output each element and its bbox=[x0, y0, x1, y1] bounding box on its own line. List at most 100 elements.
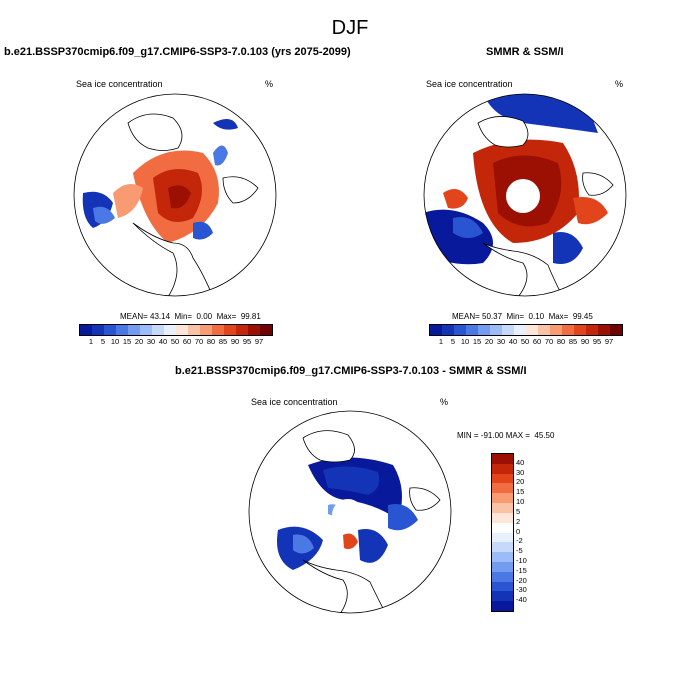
diff-colorbar-labels: 40 30 20 15 10 5 2 0 -2 -5 -10 -15 -20 -30 -40 bbox=[516, 453, 556, 610]
obs-colorbar-label: 40 bbox=[508, 337, 518, 346]
obs-colorbar-label: 80 bbox=[556, 337, 566, 346]
obs-colorbar-swatch bbox=[586, 325, 598, 335]
model-colorbar-label: 80 bbox=[206, 337, 216, 346]
obs-colorbar-label: 85 bbox=[568, 337, 578, 346]
model-colorbar-swatch bbox=[224, 325, 236, 335]
diff-colorbar-swatch bbox=[492, 493, 513, 504]
diff-colorbar-swatch bbox=[492, 522, 513, 533]
diff-colorbar-swatch bbox=[492, 454, 513, 464]
diff-colorbar-swatch bbox=[492, 483, 513, 494]
model-colorbar-swatch bbox=[212, 325, 224, 335]
model-variable-label: Sea ice concentration bbox=[76, 79, 163, 89]
obs-colorbar-swatch bbox=[454, 325, 466, 335]
diff-colorbar-label: 15 bbox=[516, 487, 525, 497]
diff-colorbar-swatch bbox=[492, 591, 513, 602]
diff-stats: MIN = -91.00 MAX = 45.50 bbox=[457, 431, 555, 440]
obs-colorbar-label: 10 bbox=[460, 337, 470, 346]
diff-colorbar-label: 5 bbox=[516, 506, 521, 516]
obs-colorbar-label: 1 bbox=[438, 337, 444, 346]
obs-panel-title: SMMR & SSM/I bbox=[486, 46, 564, 58]
diff-colorbar-swatch bbox=[492, 561, 513, 572]
obs-colorbar-labels: 1 5 10 15 20 30 40 50 60 70 80 85 90 95 97 bbox=[429, 337, 621, 346]
model-colorbar-label: 50 bbox=[170, 337, 180, 346]
model-colorbar-label: 95 bbox=[242, 337, 252, 346]
diff-colorbar-label: -5 bbox=[516, 546, 523, 556]
model-colorbar-label: 40 bbox=[158, 337, 168, 346]
diff-colorbar-label: -10 bbox=[516, 555, 527, 565]
model-colorbar-label: 30 bbox=[146, 337, 156, 346]
model-stats: MEAN= 43.14 Min= 0.00 Max= 99.81 bbox=[120, 312, 261, 321]
diff-colorbar-swatch bbox=[492, 512, 513, 523]
diff-polar-map bbox=[248, 410, 452, 614]
obs-colorbar-swatch bbox=[526, 325, 538, 335]
obs-colorbar-swatch bbox=[502, 325, 514, 335]
diff-colorbar-label: -30 bbox=[516, 585, 527, 595]
figure-title: DJF bbox=[331, 17, 369, 39]
model-colorbar-swatch bbox=[236, 325, 248, 335]
model-colorbar-label: 70 bbox=[194, 337, 204, 346]
diff-colorbar-label: 0 bbox=[516, 526, 521, 536]
diff-colorbar-swatch bbox=[492, 542, 513, 553]
model-colorbar-swatch bbox=[128, 325, 140, 335]
obs-colorbar-label: 90 bbox=[580, 337, 590, 346]
obs-units-label: % bbox=[615, 79, 624, 89]
model-colorbar-swatch bbox=[260, 325, 272, 335]
diff-colorbar-swatch bbox=[492, 552, 513, 562]
diff-colorbar-swatch bbox=[492, 503, 513, 513]
obs-colorbar-label: 15 bbox=[472, 337, 482, 346]
model-units-label: % bbox=[265, 79, 274, 89]
obs-variable-label: Sea ice concentration bbox=[426, 79, 513, 89]
model-colorbar-label: 20 bbox=[134, 337, 144, 346]
diff-colorbar-label: 30 bbox=[516, 467, 525, 477]
obs-polar-map bbox=[423, 93, 627, 297]
obs-colorbar bbox=[429, 324, 623, 336]
obs-colorbar-swatch bbox=[442, 325, 454, 335]
obs-colorbar-swatch bbox=[466, 325, 478, 335]
diff-colorbar-label: 10 bbox=[516, 497, 525, 507]
obs-colorbar-label: 95 bbox=[592, 337, 602, 346]
diff-colorbar-swatch bbox=[492, 571, 513, 582]
obs-colorbar-swatch bbox=[490, 325, 502, 335]
obs-colorbar-label: 97 bbox=[604, 337, 614, 346]
model-colorbar-swatch bbox=[188, 325, 200, 335]
diff-colorbar-swatch bbox=[492, 463, 513, 474]
obs-colorbar-swatch bbox=[430, 325, 442, 335]
model-colorbar-label: 90 bbox=[230, 337, 240, 346]
diff-colorbar-label: -15 bbox=[516, 565, 527, 575]
model-colorbar-label: 1 bbox=[88, 337, 94, 346]
diff-colorbar-swatch bbox=[492, 581, 513, 592]
model-colorbar-label: 85 bbox=[218, 337, 228, 346]
model-colorbar-label: 97 bbox=[254, 337, 264, 346]
model-colorbar-swatch bbox=[80, 325, 92, 335]
obs-colorbar-swatch bbox=[550, 325, 562, 335]
model-colorbar-label: 15 bbox=[122, 337, 132, 346]
diff-colorbar-swatch bbox=[492, 532, 513, 543]
model-colorbar bbox=[79, 324, 273, 336]
obs-colorbar-swatch bbox=[538, 325, 550, 335]
model-colorbar-label: 5 bbox=[100, 337, 106, 346]
model-colorbar-swatch bbox=[152, 325, 164, 335]
obs-colorbar-label: 60 bbox=[532, 337, 542, 346]
model-colorbar-label: 60 bbox=[182, 337, 192, 346]
model-polar-map bbox=[73, 93, 277, 297]
obs-colorbar-label: 30 bbox=[496, 337, 506, 346]
diff-colorbar-label: 2 bbox=[516, 516, 521, 526]
diff-colorbar-label: 40 bbox=[516, 457, 525, 467]
diff-colorbar-swatch bbox=[492, 601, 513, 611]
obs-colorbar-label: 70 bbox=[544, 337, 554, 346]
model-colorbar-labels: 1 5 10 15 20 30 40 50 60 70 80 85 90 95 97 bbox=[79, 337, 271, 346]
obs-colorbar-swatch bbox=[598, 325, 610, 335]
model-colorbar-swatch bbox=[92, 325, 104, 335]
model-colorbar-swatch bbox=[164, 325, 176, 335]
obs-colorbar-swatch bbox=[514, 325, 526, 335]
obs-stats: MEAN= 50.37 Min= 0.10 Max= 99.45 bbox=[452, 312, 593, 321]
diff-variable-label: Sea ice concentration bbox=[251, 397, 338, 407]
diff-colorbar-label: -2 bbox=[516, 536, 523, 546]
diff-colorbar-label: 20 bbox=[516, 477, 525, 487]
diff-colorbar-swatch bbox=[492, 473, 513, 484]
model-colorbar-swatch bbox=[200, 325, 212, 335]
obs-colorbar-label: 50 bbox=[520, 337, 530, 346]
obs-colorbar-label: 20 bbox=[484, 337, 494, 346]
diff-panel-title: b.e21.BSSP370cmip6.f09_g17.CMIP6-SSP3-7.… bbox=[175, 365, 527, 377]
obs-colorbar-label: 5 bbox=[450, 337, 456, 346]
